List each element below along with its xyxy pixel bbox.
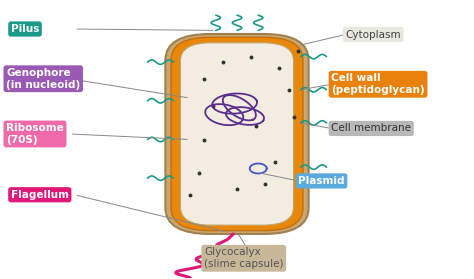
Text: Cell wall
(peptidoglycan): Cell wall (peptidoglycan) [331, 73, 425, 95]
FancyBboxPatch shape [165, 34, 309, 234]
FancyBboxPatch shape [171, 37, 303, 231]
Text: Ribosome
(70S): Ribosome (70S) [6, 123, 64, 145]
Text: Pilus: Pilus [11, 24, 39, 34]
Text: Glycocalyx
(slime capsule): Glycocalyx (slime capsule) [204, 247, 283, 269]
Text: Cytoplasm: Cytoplasm [346, 30, 401, 40]
Text: Plasmid: Plasmid [298, 176, 345, 186]
Text: Flagellum: Flagellum [11, 190, 69, 200]
Text: Cell membrane: Cell membrane [331, 123, 411, 133]
FancyBboxPatch shape [181, 43, 293, 225]
Text: Genophore
(in nucleoid): Genophore (in nucleoid) [6, 68, 81, 90]
